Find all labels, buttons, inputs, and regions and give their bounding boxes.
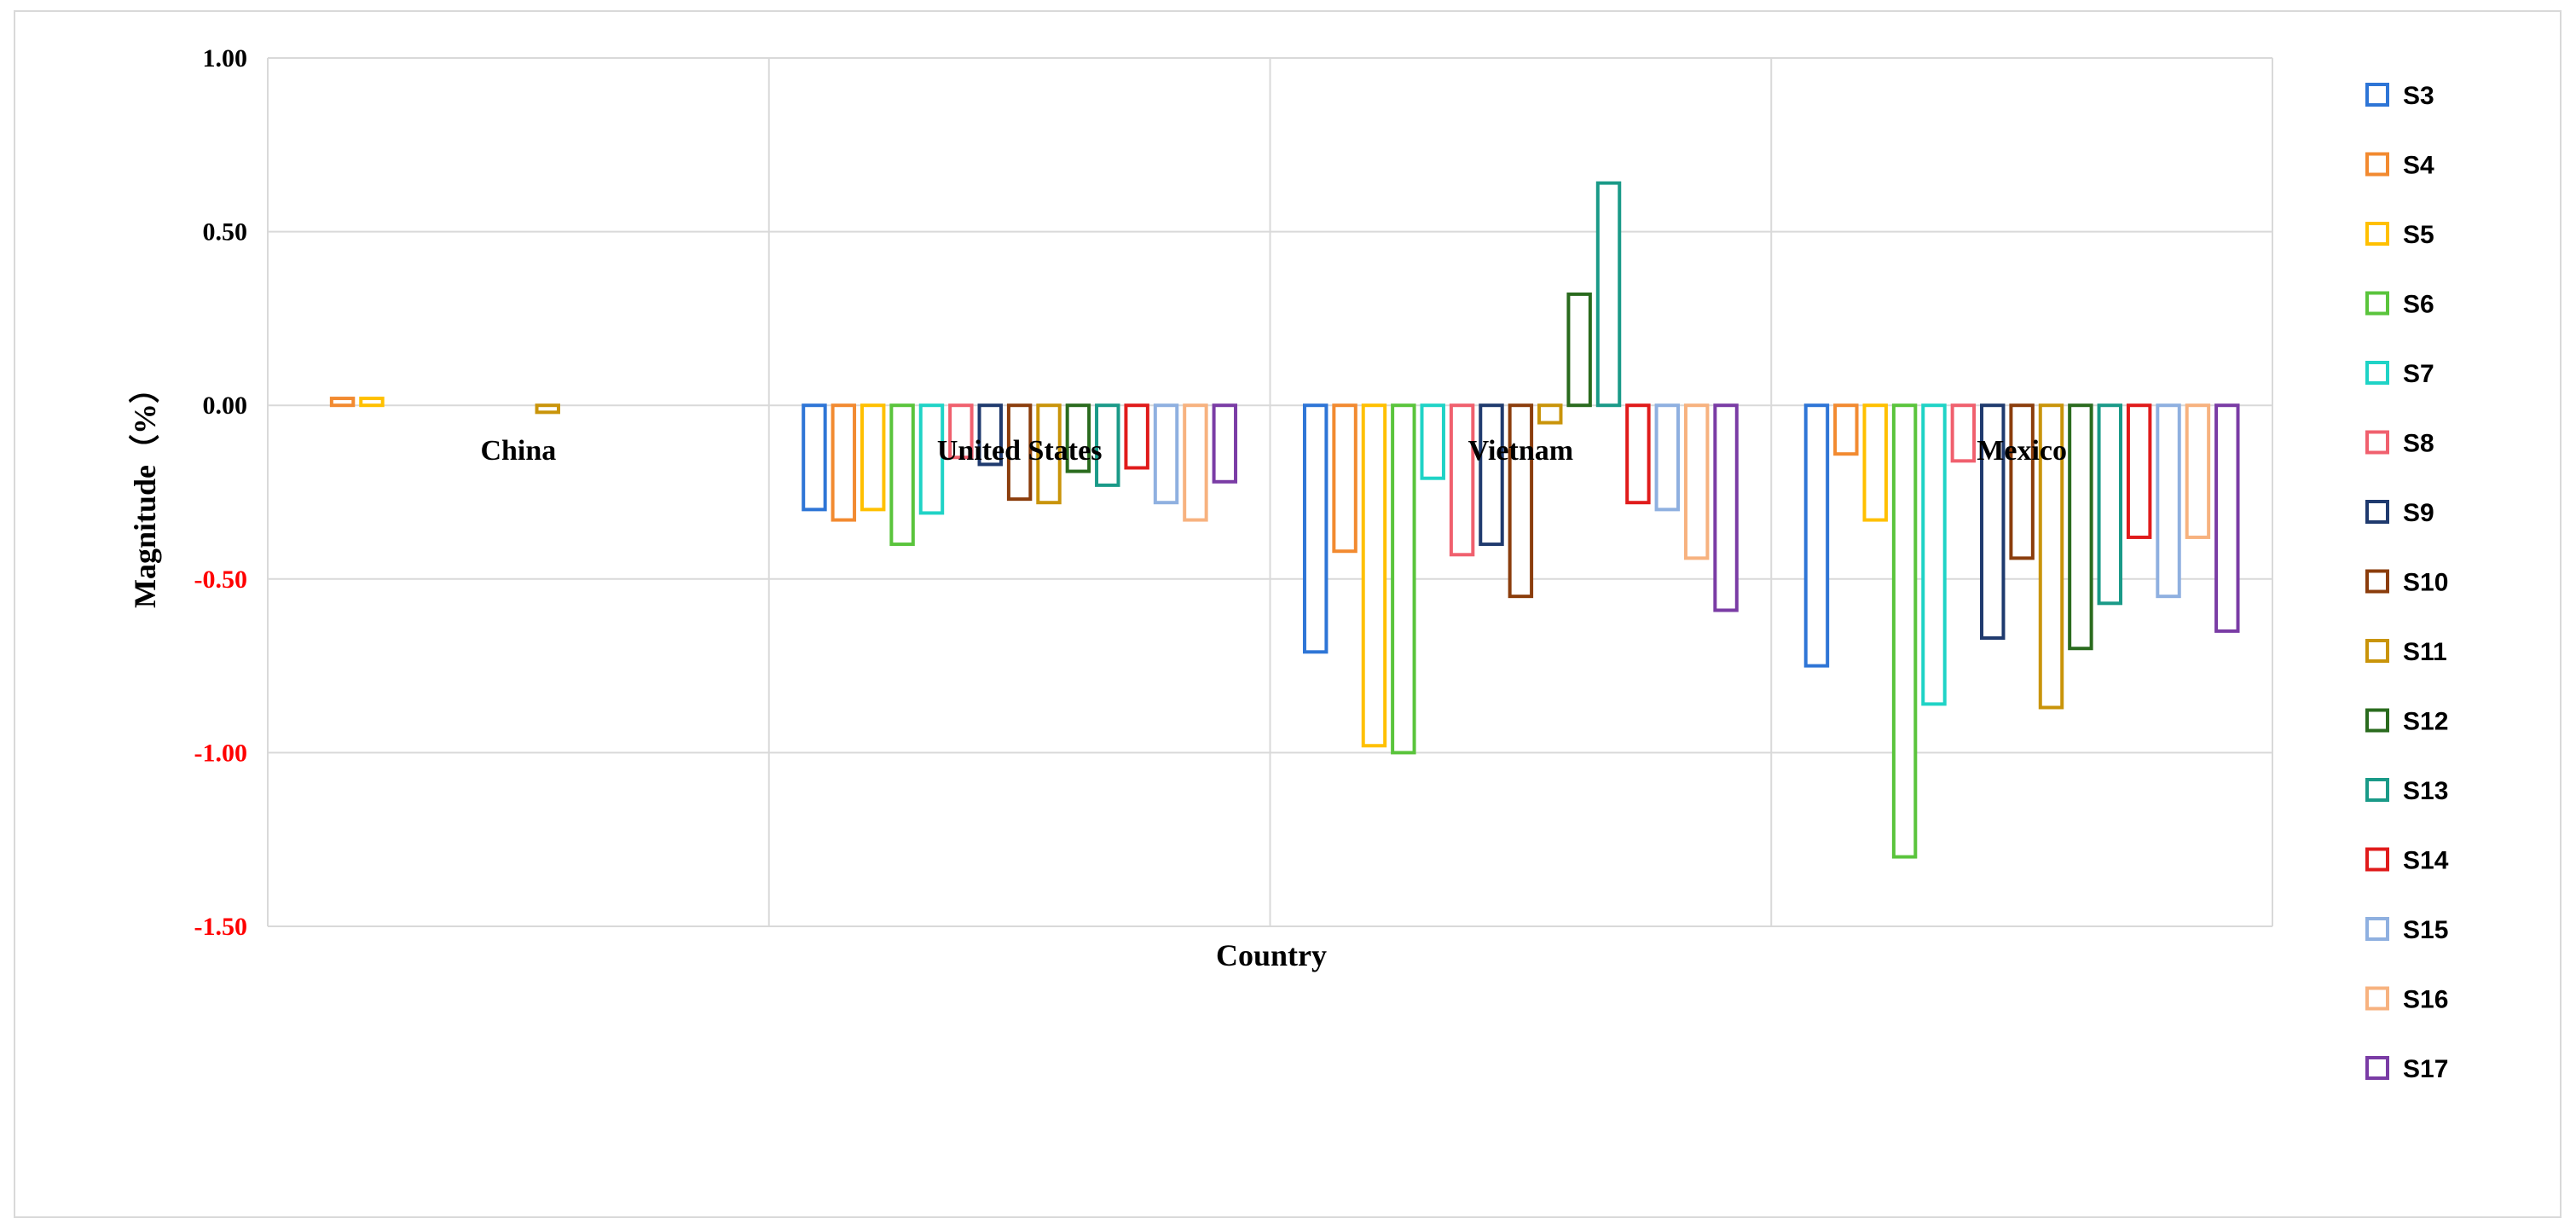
legend-swatch: [2365, 847, 2389, 872]
bar-s15-united-states: [1153, 403, 1179, 505]
bar-s4-mexico: [1833, 403, 1859, 456]
bar-s11-vietnam: [1537, 403, 1563, 425]
y-axis-title: Magnitude（%）: [128, 373, 162, 608]
y-tick-label: 1.00: [203, 44, 248, 73]
bar-s17-united-states: [1212, 403, 1238, 484]
grid-layer: [267, 57, 2273, 927]
legend-label: S14: [2403, 847, 2449, 875]
legend-swatch: [2365, 430, 2389, 455]
bar-s17-vietnam: [1713, 403, 1739, 612]
bar-s14-united-states: [1124, 403, 1149, 470]
bar-s12-mexico: [2068, 403, 2093, 651]
bar-s3-united-states: [802, 403, 827, 512]
legend-label: S16: [2403, 986, 2448, 1014]
y-tick-label: 0.00: [203, 392, 248, 420]
legend-swatch: [2365, 222, 2389, 246]
legend-label: S13: [2403, 777, 2448, 805]
bar-s11-mexico: [2038, 403, 2064, 710]
bar-s10-vietnam: [1508, 403, 1534, 599]
legend-label: S6: [2403, 291, 2434, 319]
bar-s6-mexico: [1891, 403, 1918, 859]
bars-layer: [329, 181, 2240, 859]
bar-s9-united-states: [977, 403, 1003, 467]
legend-label: S8: [2403, 430, 2434, 458]
category-label: China: [480, 435, 556, 467]
bar-s5-mexico: [1862, 403, 1888, 522]
bar-s7-mexico: [1921, 403, 1947, 706]
bar-s7-vietnam: [1420, 403, 1445, 480]
bar-s4-china: [329, 397, 356, 408]
bar-s6-united-states: [889, 403, 915, 547]
bar-s11-china: [535, 403, 560, 415]
bar-s6-vietnam: [1391, 403, 1416, 755]
legend-label: S7: [2403, 360, 2434, 388]
bar-s11-united-states: [1036, 403, 1062, 505]
legend-swatch: [2365, 639, 2389, 663]
chart-frame: [14, 10, 2562, 1218]
legend-swatch: [2365, 500, 2389, 524]
bar-s13-vietnam: [1595, 181, 1622, 408]
bar-s7-united-states: [918, 403, 945, 515]
legend-label: S3: [2403, 82, 2434, 110]
bar-s13-united-states: [1095, 403, 1120, 487]
legend-label: S17: [2403, 1055, 2448, 1083]
bar-s5-china: [359, 397, 385, 408]
legend-label: S12: [2403, 708, 2448, 736]
bar-s12-united-states: [1065, 403, 1091, 473]
legend-swatch: [2365, 152, 2389, 177]
bar-s16-vietnam: [1683, 403, 1710, 560]
bar-s5-united-states: [860, 403, 886, 512]
bar-s10-united-states: [1006, 403, 1033, 502]
bar-s15-mexico: [2156, 403, 2181, 599]
legend-label: S10: [2403, 569, 2448, 597]
bar-s10-mexico: [2009, 403, 2035, 560]
legend-swatch: [2365, 708, 2389, 733]
bar-s5-vietnam: [1361, 403, 1387, 748]
bar-s13-mexico: [2097, 403, 2122, 606]
legend-swatch: [2365, 361, 2389, 385]
legend-swatch: [2365, 83, 2389, 107]
category-label: Vietnam: [1468, 435, 1573, 467]
bar-s3-mexico: [1803, 403, 1830, 668]
x-axis-title: Country: [1216, 938, 1327, 972]
legend-label: S4: [2403, 152, 2434, 180]
legend-swatch: [2365, 986, 2389, 1011]
legend-swatch: [2365, 917, 2389, 941]
legend-swatch: [2365, 569, 2389, 594]
legend-label: S9: [2403, 499, 2434, 527]
bar-s4-vietnam: [1332, 403, 1357, 554]
bar-s14-vietnam: [1625, 403, 1651, 505]
bar-s15-vietnam: [1654, 403, 1681, 512]
legend-label: S5: [2403, 221, 2434, 249]
category-label: Mexico: [1977, 435, 2067, 467]
bar-s9-mexico: [1980, 403, 2006, 641]
y-tick-label: -1.50: [194, 913, 248, 941]
legend-label: S11: [2403, 638, 2447, 666]
legend: S3 S4 S5 S6 S7 S8 S9 S10 S11 S12 S13 S14 S15 S16 S17: [2365, 82, 2449, 1083]
legend-swatch: [2365, 1056, 2389, 1080]
legend-swatch: [2365, 778, 2389, 802]
bar-s14-mexico: [2126, 403, 2152, 539]
bar-s16-mexico: [2185, 403, 2211, 539]
bar-s17-mexico: [2214, 403, 2240, 633]
y-tick-labels: 1.00 0.50 0.00 -0.50 -1.00 -1.50: [194, 44, 248, 941]
bar-s12-vietnam: [1566, 292, 1592, 408]
category-labels: China United States Vietnam Mexico: [480, 435, 2067, 467]
bar-s8-mexico: [1950, 403, 1977, 463]
legend-swatch: [2365, 291, 2389, 316]
bar-s9-vietnam: [1479, 403, 1504, 547]
bar-s4-united-states: [831, 403, 857, 522]
bar-s3-vietnam: [1302, 403, 1329, 654]
y-tick-label: 0.50: [203, 218, 248, 247]
y-tick-label: -0.50: [194, 566, 248, 594]
legend-label: S15: [2403, 916, 2448, 944]
category-label: United States: [937, 435, 1103, 467]
bar-s8-vietnam: [1449, 403, 1475, 557]
y-tick-label: -1.00: [194, 739, 248, 767]
bar-s8-united-states: [948, 403, 974, 460]
bar-s16-united-states: [1183, 403, 1208, 522]
